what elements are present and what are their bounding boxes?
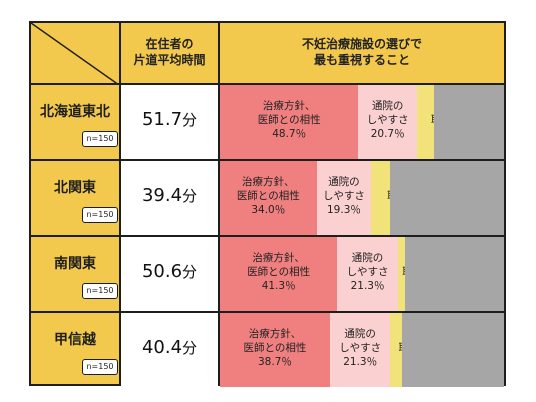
row-1-time-number: 51.7: [141, 109, 183, 130]
row-3-label-access-line1: 通院の: [351, 252, 384, 264]
row-divider-header: [31, 83, 504, 85]
row-4-label-treatment: 治療方針、医師との相性 38.7％: [220, 327, 330, 369]
row-4-segment-booking: [390, 313, 402, 387]
row-1-segment-treatment: [220, 85, 359, 159]
row-1-label-treatment-value: 48.7％: [272, 128, 307, 140]
row-3-segment-treatment: [220, 237, 338, 311]
time-column-header: 在住者の 片道平均時間: [121, 36, 218, 68]
row-2-time-value: 39.4分: [121, 185, 218, 206]
row-1-label-treatment-line2: 医師との相性: [257, 114, 321, 126]
row-4-time-number: 40.4: [141, 337, 183, 358]
row-3-time-number: 50.6: [141, 261, 183, 282]
row-3-label-access-value: 21.3％: [350, 280, 385, 292]
comparison-table: 在住者の 片道平均時間 不妊治療施設の選びで 最も重視すること 北海道東北 n=1…: [29, 21, 506, 387]
row-1-segment-access: [358, 85, 418, 159]
row-4-time-value: 40.4分: [121, 337, 218, 358]
row-1-label-treatment: 治療方針、医師との相性 48.7％: [220, 99, 358, 141]
row-2-segment-access: [316, 161, 372, 235]
row-divider-2: [31, 235, 504, 237]
row-2-label-treatment-line2: 医師との相性: [236, 190, 300, 202]
row-2-label-treatment: 治療方針、医師との相性 34.0％: [220, 175, 317, 217]
choice-column-header: 不妊治療施設の選びで 最も重視すること: [220, 36, 504, 68]
row-2-region-name: 北関東: [54, 180, 96, 196]
row-2-time-cell: 39.4分: [121, 161, 218, 235]
row-4-label-treatment-value: 38.7％: [258, 356, 292, 368]
column-divider-2: [218, 23, 220, 384]
choice-header-line2: 最も重視すること: [313, 53, 410, 67]
row-1-sample-badge: n=150: [82, 131, 118, 147]
row-4-segment-treatment: [220, 313, 330, 387]
row-1-label-access: 通院のしやすさ 20.7％: [358, 99, 417, 141]
row-divider-1: [31, 159, 504, 161]
row-1-time-value: 51.7分: [121, 109, 218, 130]
row-1-segment-other: [434, 85, 504, 159]
row-2-label-treatment-value: 34.0％: [251, 204, 286, 216]
row-1-label-treatment-line1: 治療方針、: [262, 100, 316, 112]
row-2-time-unit: 分: [182, 187, 198, 205]
row-4-label-treatment-line1: 治療方針、: [248, 328, 302, 340]
row-3-time-value: 50.6分: [121, 261, 218, 282]
column-divider-1: [119, 23, 121, 384]
row-3-segment-access: [337, 237, 398, 311]
row-4-sample-badge: n=150: [82, 359, 118, 375]
row-1-region-name: 北海道東北: [40, 104, 110, 120]
row-2-sample-badge: n=150: [82, 207, 118, 223]
row-1-segment-booking: [417, 85, 435, 159]
row-4-label-access-line1: 通院の: [344, 328, 376, 340]
row-4-label-access-value: 21.3％: [343, 356, 378, 368]
row-4-time-cell: 40.4分: [121, 313, 218, 387]
row-3-segment-booking: [397, 237, 406, 311]
row-3-segment-other: [405, 237, 504, 311]
row-divider-3: [31, 311, 504, 313]
row-4-label-access: 通院のしやすさ 21.3％: [330, 327, 390, 369]
row-1-time-unit: 分: [182, 111, 198, 129]
time-header-line1: 在住者の: [145, 37, 194, 51]
row-3-time-cell: 50.6分: [121, 237, 218, 311]
row-2-label-access-line1: 通院の: [328, 176, 360, 188]
row-2-label-access-line2: しやすさ: [322, 190, 365, 202]
row-3-label-treatment-line1: 治療方針、: [252, 252, 305, 264]
row-2-label-treatment-line1: 治療方針、: [242, 176, 295, 188]
row-4-time-unit: 分: [182, 339, 198, 357]
row-2-segment-booking: [371, 161, 391, 235]
row-1-label-access-line2: しやすさ: [366, 114, 409, 126]
row-4-region-name: 甲信越: [54, 332, 96, 348]
row-4-label-access-line2: しやすさ: [339, 342, 382, 354]
row-3-label-treatment-value: 41.3％: [261, 280, 296, 292]
row-3-region-name: 南関東: [54, 256, 96, 272]
row-3-label-access: 通院のしやすさ 21.3％: [337, 251, 397, 293]
row-3-label-treatment: 治療方針、医師との相性 41.3％: [220, 251, 337, 293]
row-1-label-access-value: 20.7％: [370, 128, 405, 140]
choice-header-line1: 不妊治療施設の選びで: [301, 37, 422, 51]
row-1-time-cell: 51.7分: [121, 85, 218, 159]
row-2-label-access-value: 19.3％: [327, 204, 361, 216]
corner-diagonal: [31, 23, 119, 85]
row-3-label-treatment-line2: 医師との相性: [247, 266, 311, 278]
row-1-label-access-line1: 通院の: [371, 100, 404, 112]
row-2-label-access: 通院のしやすさ 19.3％: [317, 175, 372, 217]
row-2-segment-treatment: [220, 161, 317, 235]
row-4-segment-other: [401, 313, 504, 387]
row-4-segment-access: [329, 313, 391, 387]
row-2-time-number: 39.4: [141, 185, 183, 206]
row-4-label-treatment-line2: 医師との相性: [243, 342, 307, 354]
row-3-sample-badge: n=150: [82, 283, 118, 299]
row-3-time-unit: 分: [182, 263, 198, 281]
time-header-line2: 片道平均時間: [133, 53, 206, 67]
row-3-label-access-line2: しやすさ: [346, 266, 389, 278]
row-2-segment-other: [390, 161, 504, 235]
